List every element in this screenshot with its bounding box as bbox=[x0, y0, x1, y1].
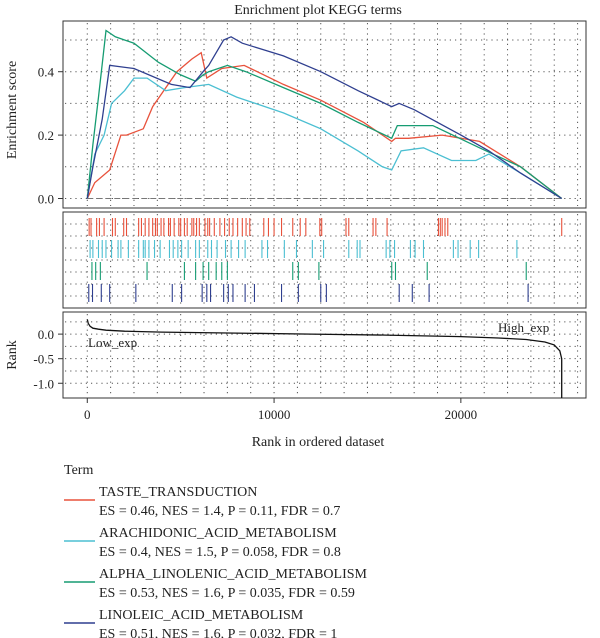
es-line-taste-transduction bbox=[86, 51, 563, 200]
hit-ticks bbox=[88, 218, 563, 302]
y-tick-label: -1.0 bbox=[33, 376, 54, 391]
legend-term-name: LINOLEIC_ACID_METABOLISM bbox=[99, 608, 304, 623]
hits-grid bbox=[65, 214, 584, 306]
es-line-alpha-linolenic-acid-metabolism bbox=[86, 29, 563, 200]
legend-term-stats: ES = 0.46, NES = 1.4, P = 0.11, FDR = 0.… bbox=[99, 504, 340, 519]
es-line-linoleic-acid-metabolism bbox=[86, 36, 563, 200]
x-tick-label: 0 bbox=[84, 407, 91, 422]
y-tick-label: 0.0 bbox=[38, 191, 54, 206]
rank-line bbox=[86, 319, 563, 398]
x-axis-label: Rank in ordered dataset bbox=[252, 435, 385, 450]
legend-term-stats: ES = 0.53, NES = 1.6, P = 0.035, FDR = 0… bbox=[99, 586, 355, 601]
y-tick-label: -0.5 bbox=[33, 352, 54, 367]
es-y-axis: 0.0 0.2 0.4 bbox=[38, 65, 63, 206]
rank-panel bbox=[62, 311, 587, 399]
rank-ylabel: Rank bbox=[5, 340, 20, 370]
high-exp-annotation: High_exp bbox=[498, 320, 549, 335]
hits-panel bbox=[62, 211, 587, 309]
legend-term-stats: ES = 0.4, NES = 1.5, P = 0.058, FDR = 0.… bbox=[99, 545, 341, 560]
x-axis: 0 10000 20000 bbox=[84, 398, 477, 422]
legend-term-name: TASTE_TRANSDUCTION bbox=[99, 485, 257, 500]
es-lines bbox=[86, 29, 563, 200]
rank-grid bbox=[65, 314, 584, 396]
legend-title: Term bbox=[64, 463, 93, 478]
legend-term-name: ALPHA_LINOLENIC_ACID_METABOLISM bbox=[99, 567, 368, 582]
x-tick-label: 20000 bbox=[445, 407, 478, 422]
chart-title: Enrichment plot KEGG terms bbox=[234, 3, 402, 18]
legend-term-stats: ES = 0.51, NES = 1.6, P = 0.032, FDR = 1 bbox=[99, 627, 337, 638]
y-tick-label: 0.2 bbox=[38, 128, 54, 143]
legend-term-name: ARACHIDONIC_ACID_METABOLISM bbox=[99, 526, 337, 541]
y-tick-label: 0.0 bbox=[38, 327, 54, 342]
legend: TASTE_TRANSDUCTION ES = 0.46, NES = 1.4, … bbox=[64, 485, 368, 638]
rank-y-axis: 0.0 -0.5 -1.0 bbox=[33, 327, 63, 391]
es-grid bbox=[65, 23, 584, 206]
y-tick-label: 0.4 bbox=[38, 65, 55, 80]
es-ylabel: Enrichment score bbox=[5, 61, 20, 159]
es-panel bbox=[62, 20, 587, 209]
es-line-arachidonic-acid-metabolism bbox=[86, 77, 563, 200]
rank-curve bbox=[86, 319, 563, 398]
x-tick-label: 10000 bbox=[258, 407, 291, 422]
low-exp-annotation: Low_exp bbox=[88, 335, 137, 350]
